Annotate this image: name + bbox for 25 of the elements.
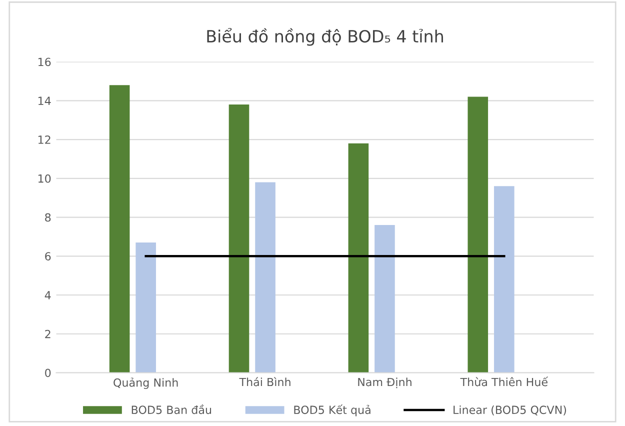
- y-tick-label: 2: [45, 330, 50, 338]
- bar: [374, 225, 395, 373]
- y-tick-label: 8: [45, 213, 51, 222]
- legend-label: Linear (BOD5 QCVN): [454, 405, 566, 416]
- x-tick-label: Thừa Thiên Huế: [460, 376, 548, 386]
- bar: [494, 186, 514, 373]
- x-tick-label: Thái Bình: [239, 377, 290, 386]
- chart-title: Biểu đồ nồng độ BOD₅ 4 tỉnh: [207, 28, 443, 46]
- bar: [136, 242, 156, 373]
- y-tick-label: 0: [45, 368, 51, 378]
- y-tick-label: 16: [38, 58, 51, 66]
- y-tick-label: 14: [38, 96, 51, 105]
- y-tick-label: 10: [38, 174, 51, 183]
- legend-label: BOD5 Ban đầu: [132, 404, 212, 414]
- y-tick-label: 6: [45, 252, 51, 261]
- y-tick-label: 12: [38, 135, 50, 144]
- bar: [255, 182, 276, 373]
- bar: [348, 143, 369, 373]
- bar: [228, 104, 250, 373]
- x-tick-label: Quảng Ninh: [114, 378, 178, 389]
- bar: [109, 85, 130, 373]
- legend-label: BOD5 Kết quả: [294, 404, 370, 416]
- x-tick-label: Nam Định: [358, 378, 412, 388]
- bar: [468, 96, 488, 373]
- y-tick-label: 4: [44, 291, 51, 300]
